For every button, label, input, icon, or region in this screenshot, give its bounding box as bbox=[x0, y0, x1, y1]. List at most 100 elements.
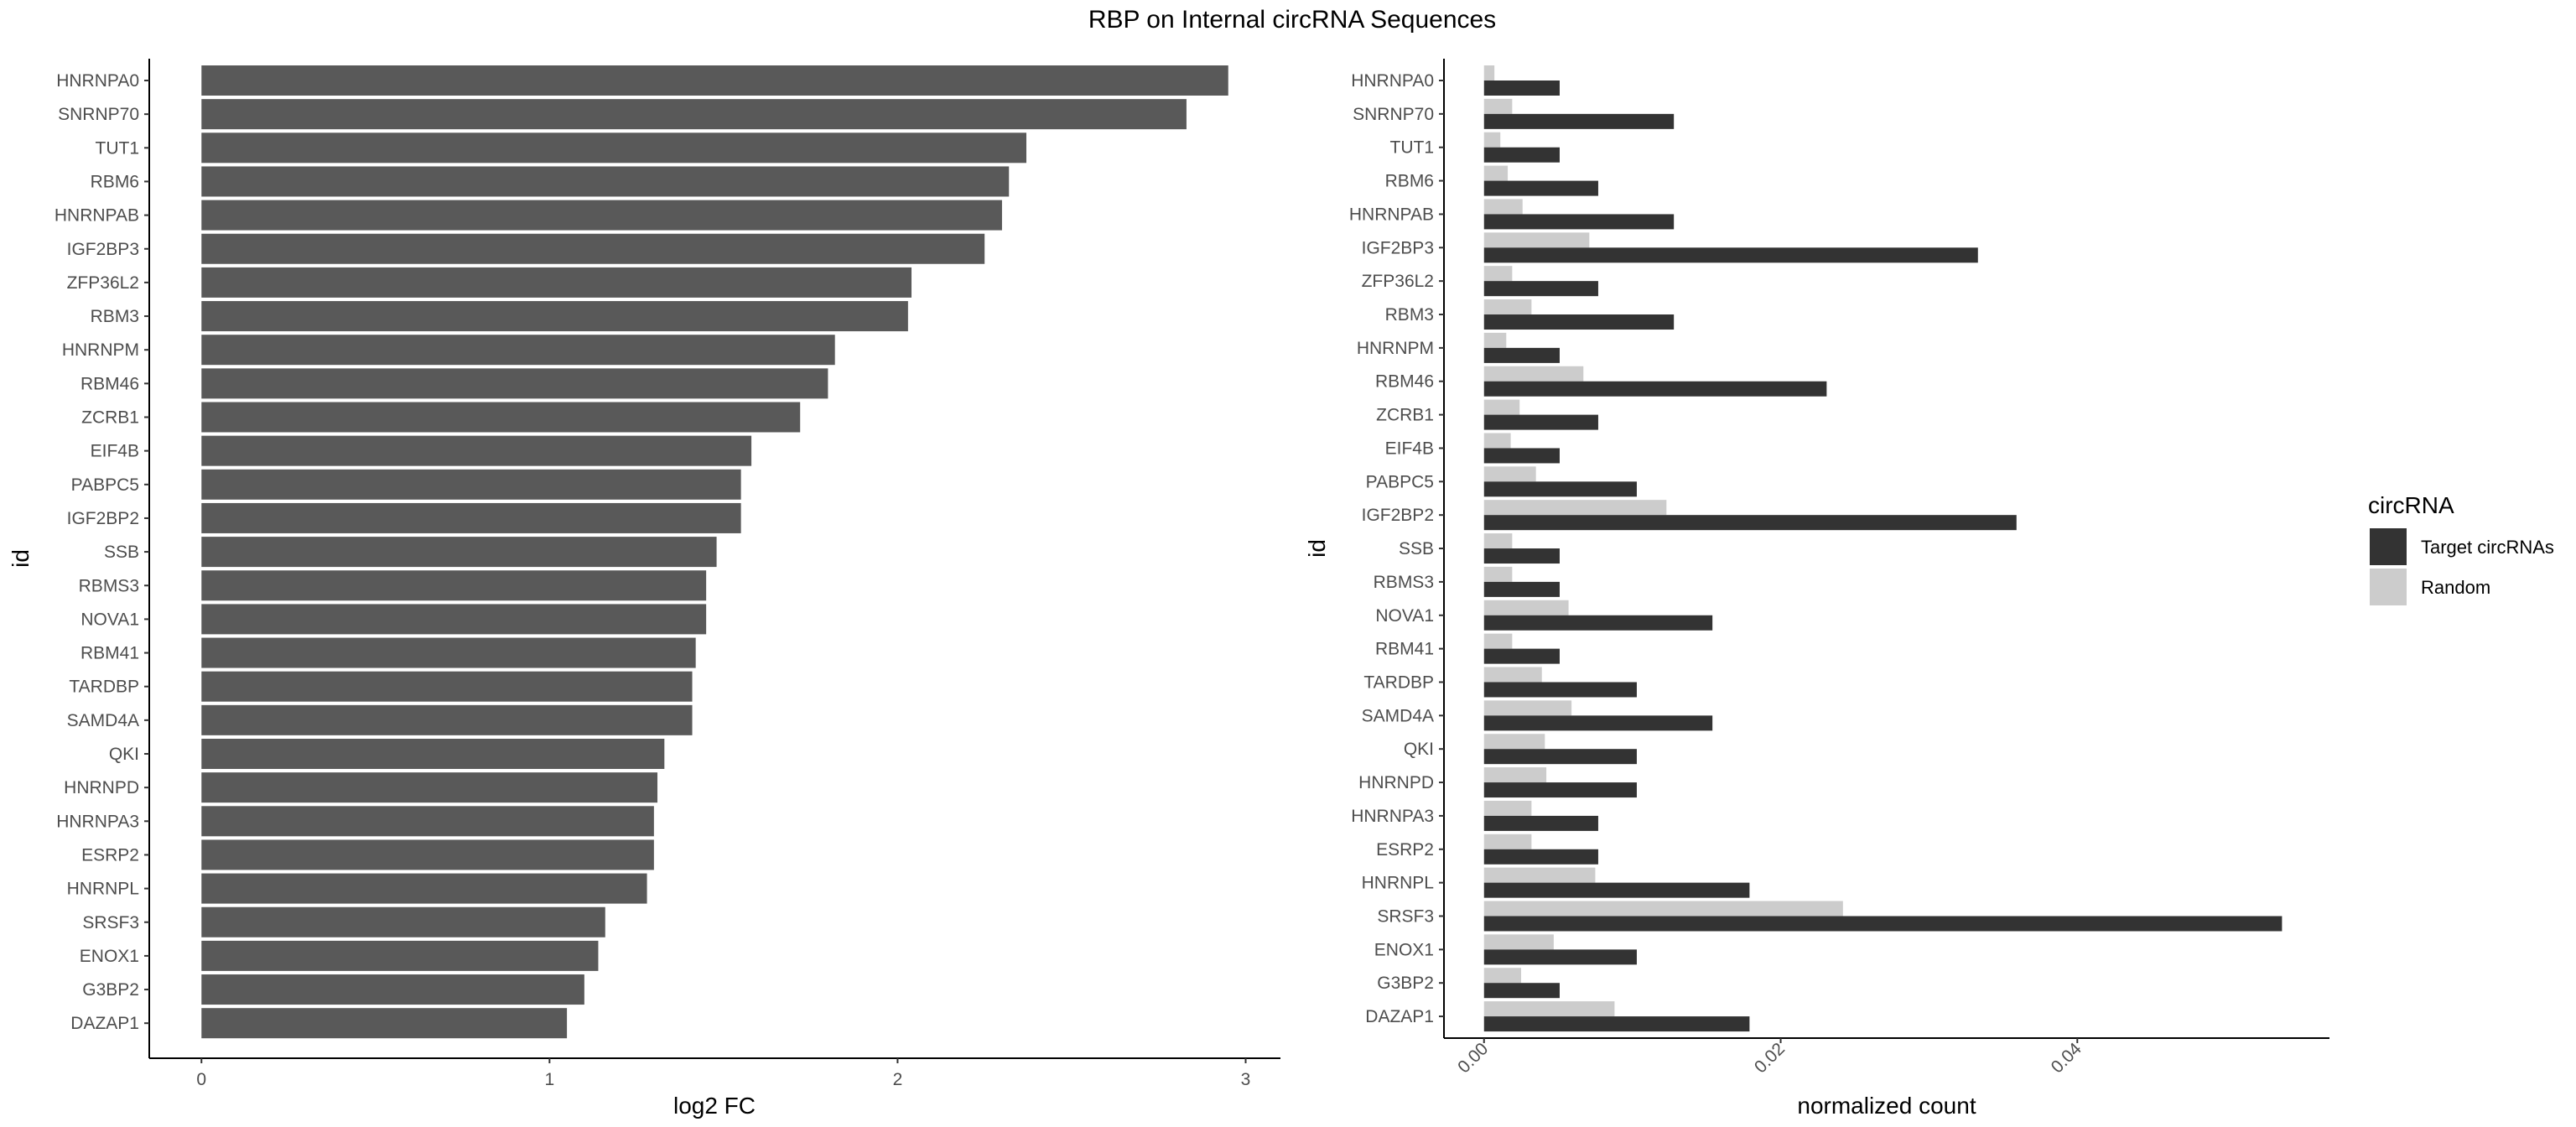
bar-target-zcrb1 bbox=[1483, 414, 1598, 430]
y-tick-label: RBM41 bbox=[80, 644, 139, 663]
y-tick-label: ENOX1 bbox=[1374, 940, 1434, 959]
bar-target-zfp36l2 bbox=[1483, 281, 1598, 297]
right-y-axis-title: id bbox=[1304, 539, 1330, 558]
bar-target-rbms3 bbox=[1483, 581, 1560, 597]
y-tick-label: SAMD4A bbox=[1362, 706, 1434, 725]
bar-random-snrnp70 bbox=[1483, 98, 1513, 114]
legend-swatch-random bbox=[2370, 569, 2407, 605]
y-tick-label: HNRNPM bbox=[62, 340, 139, 360]
bar-random-zcrb1 bbox=[1483, 399, 1520, 415]
bar-random-pabpc5 bbox=[1483, 466, 1536, 482]
bar-random-rbm6 bbox=[1483, 165, 1509, 181]
y-tick-label: RBM6 bbox=[91, 172, 139, 191]
bar-target-rbm6 bbox=[1483, 180, 1598, 196]
bar-rbm41 bbox=[201, 637, 696, 668]
bar-random-ssb bbox=[1483, 533, 1513, 549]
y-tick-label: HNRNPA3 bbox=[1351, 807, 1434, 826]
y-tick-label: RBM46 bbox=[80, 374, 139, 393]
y-tick-label: ESRP2 bbox=[1376, 840, 1434, 860]
y-tick-label: ZCRB1 bbox=[81, 408, 139, 428]
y-tick-label: SNRNP70 bbox=[58, 105, 139, 124]
bar-target-nova1 bbox=[1483, 615, 1713, 631]
y-tick-label: IGF2BP3 bbox=[1362, 238, 1434, 257]
y-tick-label: ESRP2 bbox=[81, 845, 139, 865]
y-tick-label: IGF2BP2 bbox=[67, 509, 139, 528]
bar-dazap1 bbox=[201, 1008, 568, 1039]
y-tick-label: RBM3 bbox=[91, 307, 139, 326]
bar-g3bp2 bbox=[201, 974, 584, 1005]
bar-tut1 bbox=[201, 132, 1026, 164]
bar-zfp36l2 bbox=[201, 267, 912, 298]
bar-random-srsf3 bbox=[1483, 901, 1843, 917]
y-tick-label: TUT1 bbox=[1390, 138, 1435, 158]
y-tick-label: IGF2BP3 bbox=[67, 240, 139, 259]
x-tick-label: 1 bbox=[544, 1070, 554, 1089]
bar-random-dazap1 bbox=[1483, 1001, 1615, 1017]
chart-title: RBP on Internal circRNA Sequences bbox=[1088, 6, 1496, 34]
right-panel: normalized count id HNRNPA0 SNRNP70 TUT1 RB… bbox=[1304, 59, 2329, 1119]
bar-target-hnrnpab bbox=[1483, 214, 1675, 230]
bar-target-igf2bp2 bbox=[1483, 515, 2017, 531]
right-x-axis-title: normalized count bbox=[1797, 1093, 1976, 1119]
bar-random-hnrnpa3 bbox=[1483, 800, 1532, 816]
bar-target-dazap1 bbox=[1483, 1016, 1750, 1032]
bar-target-hnrnpa3 bbox=[1483, 815, 1598, 831]
bar-random-hnrnpd bbox=[1483, 767, 1547, 783]
y-tick-label: G3BP2 bbox=[1377, 974, 1434, 993]
bar-random-igf2bp2 bbox=[1483, 500, 1667, 516]
bar-random-eif4b bbox=[1483, 433, 1511, 449]
y-tick-label: HNRNPA0 bbox=[56, 71, 139, 91]
bar-random-hnrnpab bbox=[1483, 199, 1523, 215]
bar-tardbp bbox=[201, 671, 693, 702]
bar-hnrnpl bbox=[201, 873, 647, 904]
bar-target-eif4b bbox=[1483, 448, 1560, 464]
bar-random-hnrnpm bbox=[1483, 332, 1507, 348]
bar-target-rbm41 bbox=[1483, 648, 1560, 664]
y-tick-label: TARDBP bbox=[69, 678, 139, 697]
bar-enox1 bbox=[201, 940, 599, 971]
y-tick-label: RBM3 bbox=[1385, 305, 1434, 325]
bar-random-tut1 bbox=[1483, 132, 1501, 148]
legend-label-target-circrnas: Target circRNAs bbox=[2421, 537, 2554, 558]
left-panel: log2 FC id HNRNPA0 SNRNP70 TUT1 RBM6 HNRNPAB… bbox=[8, 59, 1280, 1119]
bar-target-qki bbox=[1483, 749, 1637, 765]
y-tick-label: EIF4B bbox=[91, 442, 139, 461]
y-tick-label: RBMS3 bbox=[79, 576, 139, 595]
y-tick-label: HNRNPA0 bbox=[1351, 71, 1434, 91]
bar-target-esrp2 bbox=[1483, 849, 1598, 865]
y-tick-label: DAZAP1 bbox=[1365, 1007, 1434, 1026]
bar-random-samd4a bbox=[1483, 700, 1572, 716]
y-tick-label: RBM46 bbox=[1375, 372, 1434, 392]
y-tick-label: HNRNPL bbox=[1362, 874, 1434, 893]
bar-igf2bp2 bbox=[201, 502, 741, 533]
bar-target-srsf3 bbox=[1483, 916, 2283, 932]
bar-hnrnpa3 bbox=[201, 806, 654, 837]
y-tick-label: DAZAP1 bbox=[70, 1014, 139, 1033]
bar-rbm3 bbox=[201, 301, 908, 332]
bar-random-rbm3 bbox=[1483, 299, 1532, 315]
y-tick-label: HNRNPAB bbox=[55, 206, 139, 226]
bar-random-enox1 bbox=[1483, 934, 1554, 950]
bar-eif4b bbox=[201, 435, 752, 466]
y-tick-label: IGF2BP2 bbox=[1362, 506, 1434, 525]
bar-ssb bbox=[201, 537, 717, 568]
bar-random-zfp36l2 bbox=[1483, 266, 1513, 282]
bar-target-hnrnpd bbox=[1483, 782, 1637, 798]
bar-random-g3bp2 bbox=[1483, 968, 1521, 984]
bar-random-rbm41 bbox=[1483, 633, 1513, 649]
y-tick-label: HNRNPA3 bbox=[56, 812, 139, 831]
bar-random-tardbp bbox=[1483, 667, 1542, 683]
bar-random-igf2bp3 bbox=[1483, 232, 1590, 248]
bar-snrnp70 bbox=[201, 99, 1187, 130]
bar-target-hnrnpm bbox=[1483, 347, 1560, 363]
y-tick-label: PABPC5 bbox=[1366, 472, 1434, 491]
bar-target-enox1 bbox=[1483, 949, 1637, 965]
bar-target-pabpc5 bbox=[1483, 481, 1637, 497]
y-tick-label: PABPC5 bbox=[71, 475, 139, 495]
bar-target-rbm3 bbox=[1483, 314, 1675, 330]
y-tick-label: HNRNPAB bbox=[1349, 205, 1434, 224]
x-tick-label: 0 bbox=[196, 1070, 206, 1089]
bar-target-igf2bp3 bbox=[1483, 247, 1978, 263]
bar-hnrnpa0 bbox=[201, 65, 1228, 96]
